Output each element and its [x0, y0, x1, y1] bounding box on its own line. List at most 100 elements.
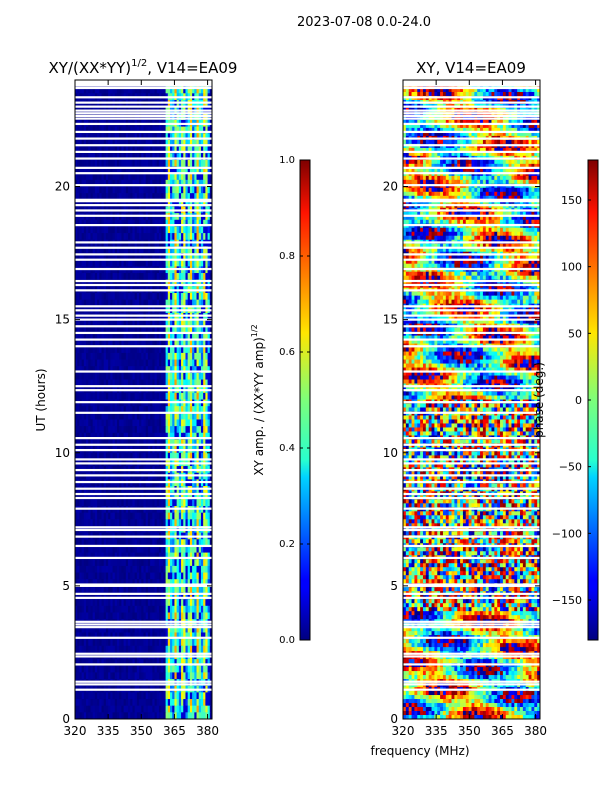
flag-gap [75, 279, 212, 283]
flag-gap [75, 130, 212, 134]
flag-gap [403, 655, 540, 658]
flag-gap [75, 166, 212, 169]
flag-gap [403, 389, 540, 392]
flag-gap [403, 331, 540, 335]
flag-gap [75, 283, 212, 287]
colorbar-tick-label: 150 [561, 194, 582, 207]
flag-gap [403, 507, 540, 510]
flag-gap [75, 443, 212, 446]
left-colorbar-label: XY amp. / (XX*YY amp)1/2 [250, 324, 266, 475]
colorbar-tick-label: −150 [552, 594, 582, 607]
flag-gap [75, 663, 212, 666]
flag-gap [75, 314, 212, 317]
left-colorbar-gradient [299, 159, 311, 641]
flag-gap [75, 258, 212, 261]
flag-gap [75, 214, 212, 217]
flag-gap [403, 166, 540, 169]
figure-suptitle: 2023-07-08 0.0-24.0 [297, 15, 431, 30]
flag-gap [403, 172, 540, 175]
flag-gap [403, 526, 540, 529]
flag-gap [75, 86, 212, 90]
right-colorbar-ticks: 150 100 50 0 −50 −100 −150 [552, 194, 591, 607]
flag-gap [75, 556, 212, 560]
x-tick-label: 335 [97, 724, 120, 738]
flag-gap [403, 289, 540, 292]
flag-gap [75, 200, 212, 203]
flag-gap [75, 544, 212, 548]
colorbar-tick-label: 0.0 [279, 635, 295, 646]
flag-gap [403, 122, 540, 126]
right-colorbar: 150 100 50 0 −50 −100 −150 phase (deg.) [532, 159, 599, 641]
flag-gap [403, 544, 540, 548]
flag-gap [403, 246, 540, 249]
flag-gap [403, 105, 540, 108]
flag-gap [403, 224, 540, 227]
flag-gap [75, 309, 212, 312]
flag-gap [403, 636, 540, 639]
flag-gap [75, 209, 212, 212]
flag-gap [403, 592, 540, 595]
flag-gap [75, 204, 212, 207]
flag-gap [75, 370, 212, 373]
y-tick-label: 0 [62, 712, 70, 726]
flag-gap [75, 468, 212, 472]
x-tick-label: 350 [130, 724, 153, 738]
x-tick-label: 350 [458, 724, 481, 738]
x-tick-label: 380 [524, 724, 547, 738]
flag-gap [75, 474, 212, 477]
flag-gap [403, 157, 540, 160]
flag-gap [75, 305, 212, 308]
x-tick-label: 365 [163, 724, 186, 738]
flag-gap [403, 279, 540, 283]
flag-gap [75, 325, 212, 328]
flag-gap [75, 137, 212, 140]
colorbar-tick-label: 0.8 [279, 251, 295, 262]
flag-gap [75, 411, 212, 414]
flag-gap [75, 448, 212, 452]
colorbar-tick-label: 100 [561, 261, 582, 274]
flag-gap [75, 480, 212, 484]
flag-gap [75, 289, 212, 292]
flag-gap [75, 437, 212, 440]
colorbar-tick-label: −50 [559, 461, 582, 474]
flag-gap [403, 583, 540, 586]
x-tick-label: 335 [425, 724, 448, 738]
flag-gap [75, 345, 212, 348]
flag-gap [403, 535, 540, 538]
flag-gap [75, 623, 212, 626]
flag-gap [403, 487, 540, 490]
flag-gap [403, 86, 540, 90]
left-plot-frame [74, 79, 213, 720]
flag-gap [75, 592, 212, 595]
flag-gap [75, 114, 212, 118]
flag-gap [75, 246, 212, 249]
colorbar-tick-label: 50 [568, 327, 582, 340]
right-plot-frame [402, 79, 541, 720]
left-axis-ticks: 320 335 350 365 380 0 5 10 15 20 [55, 80, 219, 738]
right-panel-title: XY, V14=EA09 [416, 59, 526, 77]
flag-gap [75, 144, 212, 147]
flag-gap [75, 583, 212, 586]
flag-gap [403, 114, 540, 118]
flag-gap [403, 325, 540, 328]
flag-gap [75, 338, 212, 341]
flag-gap [75, 401, 212, 404]
flag-gap [403, 253, 540, 256]
flag-gap [75, 198, 212, 201]
flag-gap [403, 683, 540, 686]
y-tick-label: 15 [55, 313, 70, 327]
flag-gap [75, 626, 212, 629]
flag-gap [403, 370, 540, 373]
right-axis-ticks: 320 335 350 365 380 0 5 10 15 20 [383, 80, 547, 738]
flag-gap [403, 117, 540, 120]
right-heatmap-image [403, 80, 540, 719]
y-tick-label: 10 [55, 446, 70, 460]
flag-gap [75, 487, 212, 490]
flag-gap [75, 172, 212, 175]
colorbar-tick-label: 1.0 [279, 155, 295, 166]
flag-gap [75, 680, 212, 683]
flag-gap [403, 663, 540, 666]
flag-gap [403, 112, 540, 115]
flag-gap [403, 267, 540, 271]
flag-gap [403, 309, 540, 312]
